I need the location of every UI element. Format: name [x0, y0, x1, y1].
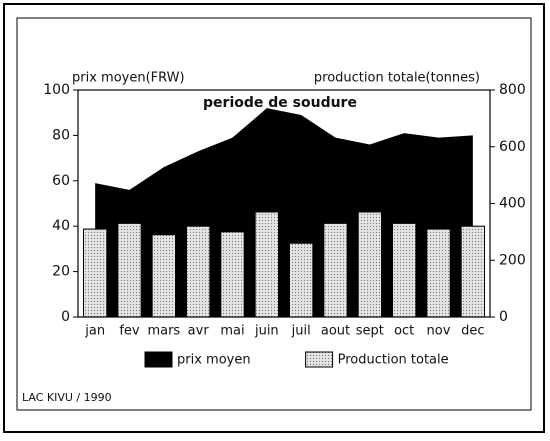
source-note: LAC KIVU / 1990	[22, 391, 112, 404]
bar	[117, 222, 142, 318]
x-tick-label: dec	[461, 324, 484, 339]
y2-tick-label: 0	[499, 309, 508, 325]
y-tick-label: 20	[52, 264, 70, 280]
bar	[460, 225, 486, 318]
y-axis-title: prix moyen(FRW)	[72, 71, 185, 86]
legend-label: prix moyen	[177, 353, 251, 368]
y-tick-label: 100	[43, 82, 70, 98]
x-tick-label: oct	[394, 324, 414, 339]
x-tick-label: fev	[119, 324, 140, 339]
outer-frame	[3, 3, 545, 433]
x-tick-label: avr	[188, 324, 210, 339]
x-tick-label: sept	[356, 324, 384, 339]
x-tick-label: mars	[147, 324, 180, 339]
x-tick-label: juil	[291, 324, 311, 339]
bar	[323, 222, 348, 318]
bar	[391, 222, 417, 318]
bar	[426, 228, 451, 318]
y2-axis-title: production totale(tonnes)	[314, 71, 480, 86]
bar	[82, 228, 108, 318]
y-tick-label: 60	[52, 173, 70, 189]
x-tick-label: aout	[321, 324, 350, 339]
y-tick-label: 0	[61, 309, 70, 325]
y2-tick-label: 200	[499, 252, 526, 268]
x-tick-label: jan	[84, 324, 105, 339]
y-tick-label: 80	[52, 127, 70, 143]
x-tick-label: mai	[220, 324, 244, 339]
x-tick-label: nov	[427, 324, 451, 339]
annotation: periode de soudure	[203, 95, 357, 111]
bar	[185, 225, 211, 318]
bar	[254, 211, 280, 318]
bar	[151, 234, 177, 318]
inner-frame	[16, 17, 532, 411]
y2-tick-label: 600	[499, 139, 526, 155]
bar	[220, 231, 245, 318]
legend-swatch	[144, 351, 173, 368]
legend-swatch	[305, 351, 334, 368]
y2-tick-label: 800	[499, 82, 526, 98]
y-tick-label: 40	[52, 218, 70, 234]
x-tick-label: juin	[254, 324, 279, 339]
y2-tick-label: 400	[499, 196, 526, 212]
legend-label: Production totale	[338, 353, 449, 368]
bar	[288, 242, 314, 318]
bar	[357, 211, 383, 318]
